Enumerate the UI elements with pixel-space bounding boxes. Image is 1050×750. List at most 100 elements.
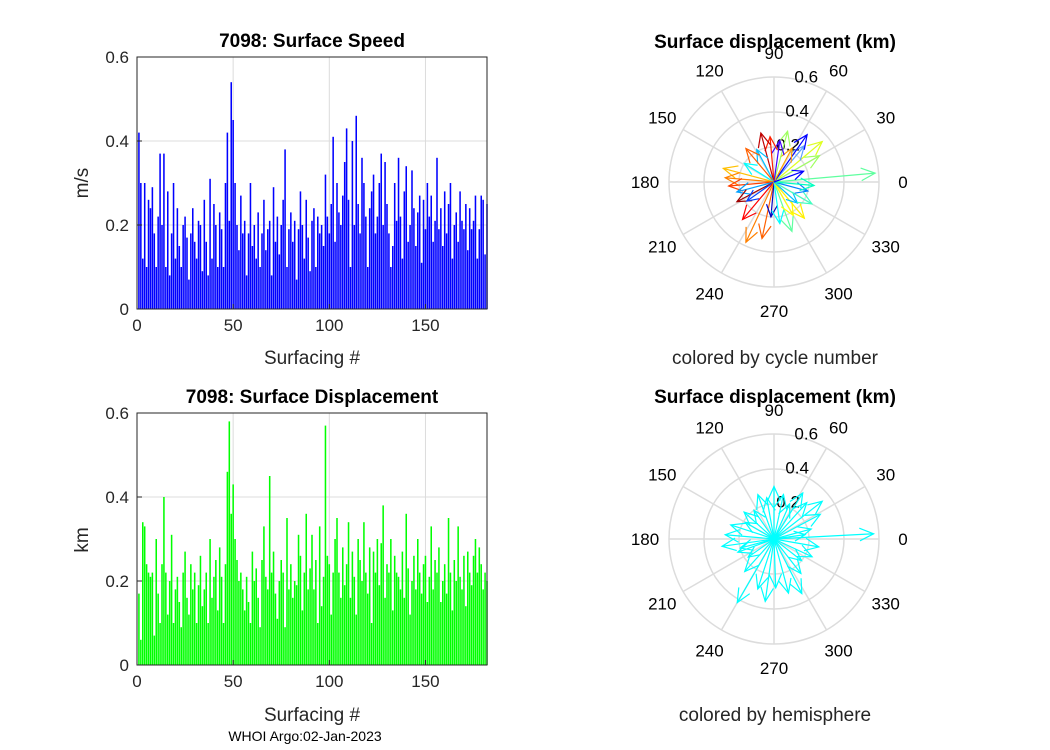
displacement-arrow: [773, 181, 799, 205]
bar: [151, 187, 154, 309]
bar: [324, 425, 327, 665]
bar: [405, 513, 407, 665]
bar: [251, 246, 254, 309]
bar: [382, 225, 384, 309]
bar: [397, 576, 400, 665]
bar: [180, 627, 182, 665]
bar: [351, 551, 354, 665]
bar: [209, 178, 211, 309]
bar: [376, 216, 379, 309]
bar: [295, 585, 298, 665]
bar: [211, 597, 213, 665]
bar: [455, 212, 457, 309]
bar: [288, 589, 290, 665]
bar: [263, 199, 265, 309]
arrow-shaft: [773, 145, 805, 183]
bar: [388, 233, 390, 309]
bar: [215, 560, 217, 665]
bar: [340, 597, 342, 665]
bar: [172, 183, 175, 309]
arrow-head: [753, 509, 766, 524]
arrow-head: [727, 177, 744, 192]
bar: [307, 237, 309, 309]
bar: [263, 526, 265, 665]
bar: [265, 576, 267, 665]
y-tick-label: 0: [120, 300, 129, 319]
bar: [409, 614, 411, 665]
arrow-shaft: [773, 140, 781, 183]
bar: [188, 614, 190, 665]
displacement-arrow: [768, 538, 783, 590]
bar: [159, 153, 161, 309]
bar: [303, 572, 306, 665]
bar: [197, 220, 200, 309]
arrow-head: [778, 502, 791, 519]
arrow-head: [789, 578, 803, 595]
bar: [342, 547, 344, 665]
arrow-head: [756, 493, 769, 510]
arrow-head: [741, 204, 757, 221]
bar: [170, 534, 173, 665]
bar: [451, 610, 454, 665]
bar: [467, 250, 469, 309]
bar: [378, 585, 381, 665]
bar: [268, 476, 271, 665]
bar: [376, 539, 379, 665]
bar: [397, 157, 400, 309]
bar: [328, 564, 331, 665]
displacement-arrow: [773, 513, 822, 540]
bar: [309, 271, 311, 309]
bar: [392, 246, 394, 309]
arrow-shaft: [773, 502, 808, 540]
bar: [432, 241, 434, 309]
arrow-shaft: [773, 141, 823, 183]
displacement-arrow: [773, 538, 792, 595]
bar: [472, 220, 475, 309]
arrow-head: [758, 223, 772, 240]
polar-spoke: [682, 181, 775, 236]
bar: [330, 614, 332, 665]
polar-title: Surface displacement (km): [654, 387, 896, 408]
displacement-arrow: [771, 181, 785, 226]
bar: [265, 250, 267, 309]
bar: [424, 229, 427, 309]
bar: [249, 623, 252, 665]
bar: [270, 275, 273, 309]
bar: [149, 208, 152, 309]
arrow-shaft: [730, 524, 775, 540]
bar: [403, 191, 406, 309]
arrow-head: [793, 530, 807, 542]
arrow-head: [796, 191, 814, 205]
bar: [357, 539, 359, 665]
bar: [236, 225, 238, 309]
bar: [409, 225, 411, 309]
bar: [151, 572, 154, 665]
displacement-arrow: [727, 177, 775, 192]
bar: [259, 267, 261, 309]
bar: [180, 267, 182, 309]
bar: [415, 246, 417, 309]
bar: [178, 602, 181, 665]
polar-spoke: [682, 538, 775, 593]
bar: [413, 555, 415, 665]
bar: [380, 153, 382, 309]
bar: [174, 589, 177, 665]
bar: [368, 208, 371, 309]
bar: [224, 183, 227, 309]
bar: [305, 513, 307, 665]
displacement-arrow: [773, 169, 805, 183]
bar: [255, 568, 257, 665]
bar: [478, 547, 481, 665]
bar: [313, 589, 315, 665]
polar-spoke: [720, 447, 775, 540]
bar: [338, 212, 340, 309]
bar: [178, 246, 181, 309]
arrow-shaft: [773, 538, 777, 588]
bar: [301, 225, 304, 309]
arrow-shaft: [725, 177, 775, 183]
bar: [438, 229, 440, 309]
bar: [368, 547, 371, 665]
bar: [297, 229, 300, 309]
bar: [355, 614, 357, 665]
